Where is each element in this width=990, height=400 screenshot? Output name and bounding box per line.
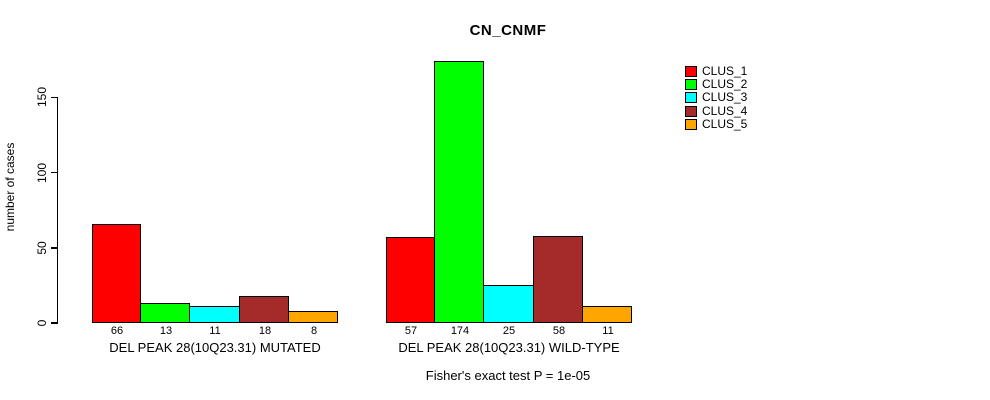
y-tick-label: 50 [35, 241, 49, 255]
bar [386, 237, 435, 323]
bar [92, 224, 141, 323]
y-tick [51, 322, 58, 324]
bar-value-label: 18 [258, 325, 272, 337]
bar-value-label: 8 [310, 325, 318, 337]
bar [582, 306, 632, 323]
bar [189, 306, 240, 323]
chart-title: CN_CNMF [469, 22, 547, 39]
bar [140, 303, 190, 323]
legend-swatch [685, 66, 697, 77]
legend-swatch [685, 118, 697, 130]
bar [533, 236, 583, 323]
y-axis-label: number of cases [3, 142, 17, 232]
legend-swatch [685, 105, 697, 117]
bar [434, 61, 484, 323]
bar-value-label: 13 [159, 325, 173, 337]
legend-label: CLUS_5 [702, 116, 748, 131]
bar-value-label: 11 [602, 325, 614, 337]
category-label: DEL PEAK 28(10Q23.31) MUTATED [109, 340, 321, 355]
legend-label: CLUS_3 [702, 90, 748, 105]
bar [483, 285, 534, 323]
bar-value-label: 57 [404, 325, 418, 337]
y-tick-label: 100 [35, 162, 49, 183]
bar-value-label: 58 [552, 325, 566, 337]
legend-swatch [685, 79, 697, 91]
y-tick [51, 96, 58, 99]
y-tick-label: 0 [35, 319, 49, 327]
category-label: DEL PEAK 28(10Q23.31) WILD-TYPE [398, 340, 620, 355]
y-tick [51, 171, 58, 174]
bar-value-label: 11 [209, 325, 221, 337]
y-axis-line [56, 97, 58, 324]
bar [239, 296, 289, 323]
bar-value-label: 25 [502, 325, 516, 337]
bar-value-label: 174 [450, 325, 470, 337]
bar-value-label: 66 [110, 325, 124, 337]
legend-label: CLUS_4 [702, 103, 748, 118]
legend-swatch [685, 92, 697, 104]
y-tick-label: 150 [35, 87, 49, 108]
legend-label: CLUS_1 [702, 64, 748, 78]
bar [288, 311, 338, 323]
annotation-text: Fisher's exact test P = 1e-05 [425, 368, 591, 383]
y-tick [51, 247, 58, 249]
legend-label: CLUS_2 [702, 77, 748, 92]
